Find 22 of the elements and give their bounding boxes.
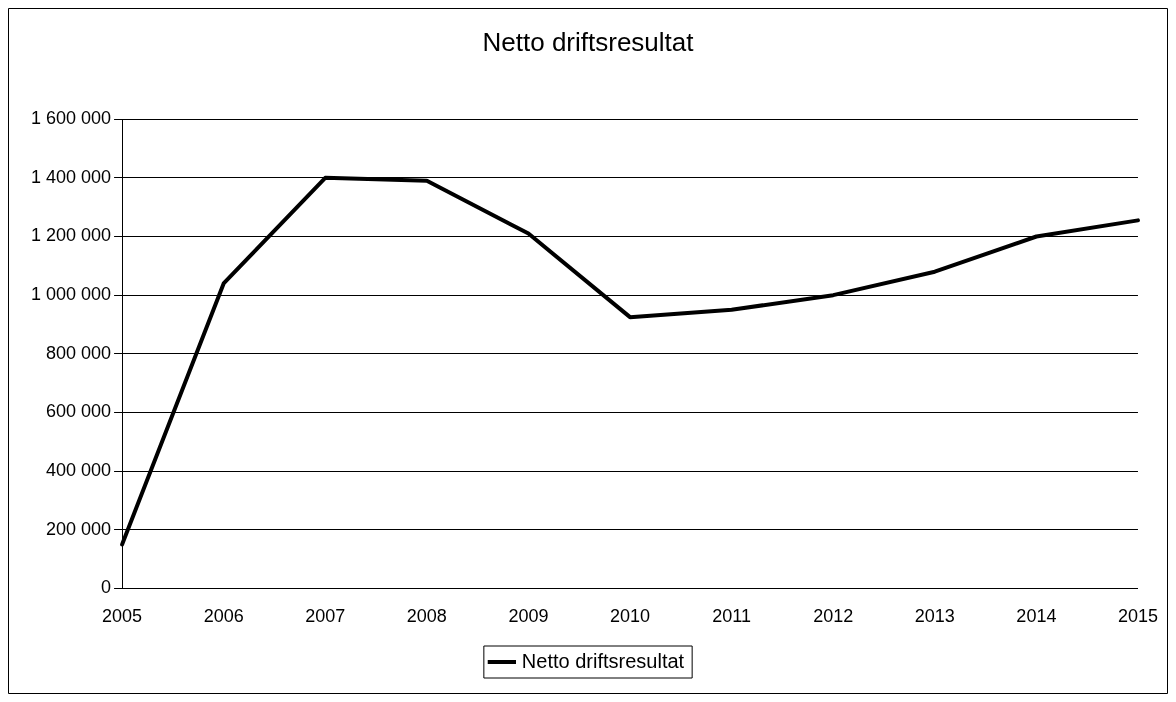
- x-tick-label: 2010: [610, 606, 651, 627]
- x-tick-label: 2007: [305, 606, 346, 627]
- x-tick-label: 2013: [914, 606, 955, 627]
- x-tick-label: 2011: [712, 606, 751, 627]
- x-tick-label: 2005: [102, 606, 143, 627]
- x-tick-label: 2014: [1016, 606, 1057, 627]
- y-tick-label: 1 600 000: [31, 108, 112, 129]
- x-tick-label: 2015: [1117, 606, 1158, 627]
- y-tick-label: 200 000: [46, 518, 112, 539]
- y-tick-label: 1 200 000: [31, 225, 112, 246]
- x-tick-label: 2006: [203, 606, 244, 627]
- y-tick-label: 800 000: [46, 342, 112, 363]
- y-tick-label: 1 400 000: [31, 166, 112, 187]
- legend-label: Netto driftsresultat: [521, 649, 685, 672]
- x-tick-label: 2009: [508, 606, 549, 627]
- chart-title: Netto driftsresultat: [482, 26, 695, 57]
- y-tick-label: 1 000 000: [31, 284, 112, 305]
- y-tick-label: 600 000: [46, 401, 112, 422]
- x-tick-label: 2008: [406, 606, 447, 627]
- y-tick-label: 400 000: [46, 460, 112, 481]
- x-tick-label: 2012: [813, 606, 854, 627]
- y-tick-label: 0: [101, 577, 112, 598]
